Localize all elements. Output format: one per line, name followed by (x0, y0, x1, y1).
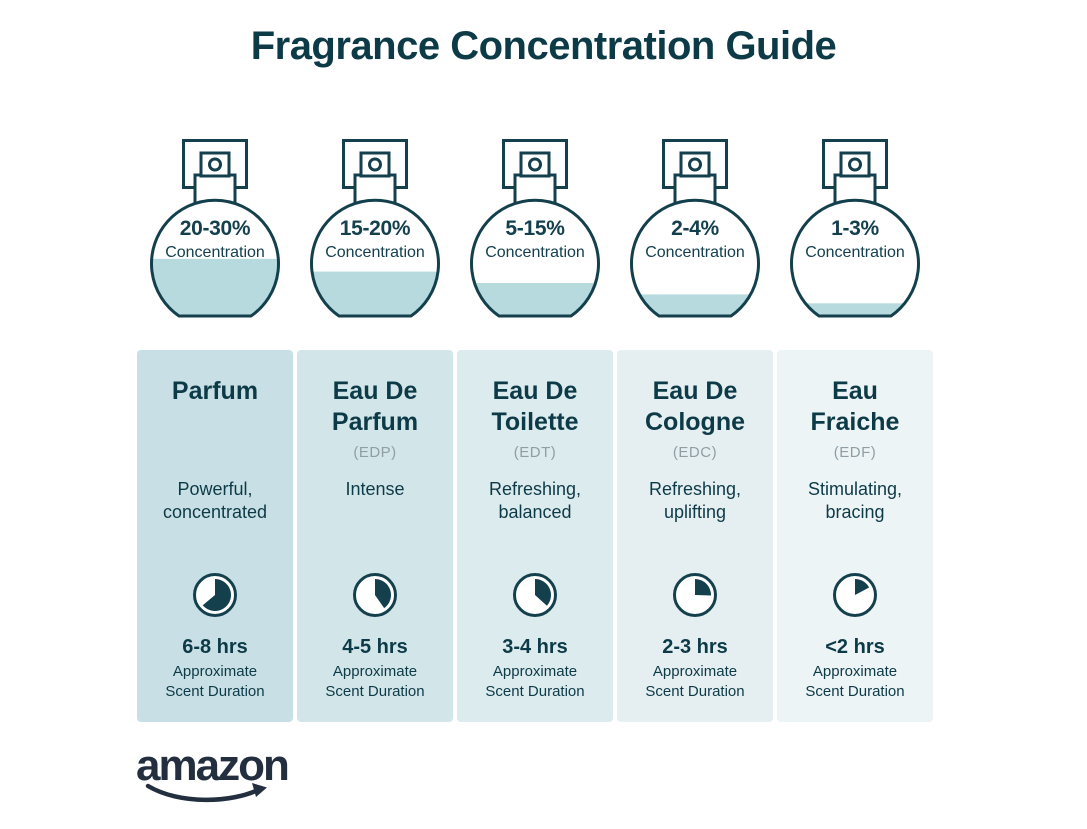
concentration-label: Concentration (645, 244, 745, 261)
scent-duration-caption: Approximate Scent Duration (805, 663, 905, 700)
fragrance-abbreviation: (EDC) (672, 443, 718, 461)
card-title-block: Eau De Parfum (EDP) (312, 376, 438, 478)
concentration-value: 2-4% (671, 217, 719, 240)
fragrance-name: Parfum (171, 377, 259, 405)
clock-icon (513, 573, 557, 617)
concentration-label: Concentration (485, 244, 585, 261)
fragrance-abbreviation: (EDT) (513, 443, 557, 461)
perfume-bottle-icon (630, 139, 760, 318)
fragrance-name: Eau De Cologne (645, 377, 745, 437)
bottle-label: 15-20% Concentration (297, 217, 453, 262)
perfume-bottle: 1-3% Concentration (777, 137, 933, 330)
card-title-block: Eau De Toilette (EDT) (472, 376, 598, 478)
fragrance-column: 20-30% Concentration Parfum Powerful, co… (137, 137, 293, 722)
clock-icon (673, 573, 717, 617)
clock-icon (193, 573, 237, 617)
concentration-value: 20-30% (179, 217, 251, 240)
fragrance-name: Eau De Parfum (331, 377, 419, 437)
fragrance-card: Eau De Toilette (EDT) Refreshing, balanc… (457, 350, 613, 722)
perfume-bottle: 5-15% Concentration (457, 137, 613, 330)
scent-duration-value: <2 hrs (825, 636, 885, 658)
fragrance-description: Intense (345, 479, 405, 499)
fragrance-name: Eau De Toilette (491, 377, 579, 437)
bottle-label: 20-30% Concentration (137, 217, 293, 262)
fragrance-card: Eau De Cologne (EDC) Refreshing, uplifti… (617, 350, 773, 722)
clock-icon (353, 573, 397, 617)
card-title-block: Parfum (172, 376, 258, 478)
scent-duration-value: 3-4 hrs (502, 636, 568, 658)
fragrance-column: 15-20% Concentration Eau De Parfum (EDP)… (297, 137, 453, 722)
concentration-value: 15-20% (339, 217, 411, 240)
bottle-label: 2-4% Concentration (617, 217, 773, 262)
amazon-logo: amazon (136, 744, 296, 807)
fragrance-column: 1-3% Concentration Eau Fraiche (EDF) Sti… (777, 137, 933, 722)
concentration-value: 5-15% (505, 217, 565, 240)
page-title: Fragrance Concentration Guide (250, 24, 837, 68)
clock-icon (833, 573, 877, 617)
fragrance-description: Powerful, concentrated (162, 479, 268, 523)
scent-duration-value: 4-5 hrs (342, 636, 408, 658)
scent-duration-value: 2-3 hrs (662, 636, 728, 658)
fragrance-name: Eau Fraiche (810, 377, 900, 437)
perfume-bottle-icon (470, 139, 600, 318)
scent-duration-caption: Approximate Scent Duration (485, 663, 585, 700)
fragrance-card: Eau De Parfum (EDP) Intense 4-5 hrs Appr… (297, 350, 453, 722)
fragrance-description: Refreshing, balanced (488, 479, 582, 523)
concentration-label: Concentration (805, 244, 905, 261)
perfume-bottle-icon (310, 139, 440, 318)
fragrance-column: 5-15% Concentration Eau De Toilette (EDT… (457, 137, 613, 722)
fragrance-abbreviation: (EDP) (353, 443, 397, 461)
fragrance-abbreviation: (EDF) (833, 443, 877, 461)
scent-duration-caption: Approximate Scent Duration (325, 663, 425, 700)
fragrance-description: Stimulating, bracing (807, 479, 903, 523)
fragrance-description: Refreshing, uplifting (648, 479, 742, 523)
scent-duration-caption: Approximate Scent Duration (165, 663, 265, 700)
fragrance-card: Parfum Powerful, concentrated 6-8 hrs Ap… (137, 350, 293, 722)
perfume-bottle-icon (790, 139, 920, 318)
amazon-smile-arrow-icon (145, 783, 267, 803)
card-title-block: Eau Fraiche (EDF) (792, 376, 918, 478)
perfume-bottle: 2-4% Concentration (617, 137, 773, 330)
perfume-bottle-icon (150, 139, 280, 318)
fragrance-column: 2-4% Concentration Eau De Cologne (EDC) … (617, 137, 773, 722)
concentration-label: Concentration (325, 244, 425, 261)
fragrance-card: Eau Fraiche (EDF) Stimulating, bracing <… (777, 350, 933, 722)
concentration-value: 1-3% (831, 217, 879, 240)
scent-duration-value: 6-8 hrs (182, 636, 248, 658)
fragrance-columns: 20-30% Concentration Parfum Powerful, co… (137, 137, 933, 722)
card-title-block: Eau De Cologne (EDC) (632, 376, 758, 478)
perfume-bottle: 15-20% Concentration (297, 137, 453, 330)
bottle-label: 1-3% Concentration (777, 217, 933, 262)
perfume-bottle: 20-30% Concentration (137, 137, 293, 330)
scent-duration-caption: Approximate Scent Duration (645, 663, 745, 700)
concentration-label: Concentration (165, 244, 265, 261)
bottle-label: 5-15% Concentration (457, 217, 613, 262)
amazon-logo-text: amazon (136, 741, 290, 790)
